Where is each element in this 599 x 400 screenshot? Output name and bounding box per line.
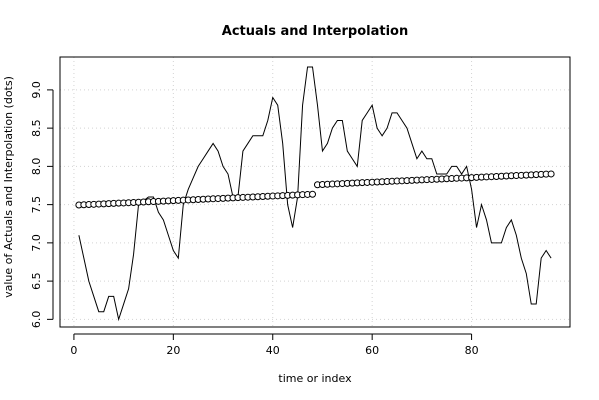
x-tick-label-0: 0 <box>70 344 77 357</box>
chart-title: Actuals and Interpolation <box>222 24 408 39</box>
y-axis-label: value of Actuals and Interpolation (dots… <box>2 76 15 298</box>
actuals-line <box>78 66 552 322</box>
y-tick-label-0: 6.0 <box>30 311 43 329</box>
x-tick-label-2: 40 <box>266 344 280 357</box>
y-tick-label-2: 7.0 <box>30 234 43 252</box>
x-tick-label-1: 20 <box>166 344 180 357</box>
y-tick-label-5: 8.5 <box>30 119 43 137</box>
interpolation-point-96 <box>547 170 555 178</box>
x-tick-label-4: 80 <box>465 344 479 357</box>
x-axis-label: time or index <box>278 372 352 385</box>
x-tick-label-3: 60 <box>365 344 379 357</box>
y-tick-label-3: 7.5 <box>30 196 43 214</box>
y-tick-label-4: 8.0 <box>30 158 43 176</box>
interpolation-point-48 <box>309 190 317 198</box>
y-tick-label-1: 6.5 <box>30 272 43 290</box>
plot-area <box>59 56 571 328</box>
axes: 0 20 40 60 80 6.0 6.5 7.0 7.5 8.0 8.5 9.0 <box>30 81 479 357</box>
series <box>75 66 555 322</box>
y-tick-label-6: 9.0 <box>30 81 43 99</box>
